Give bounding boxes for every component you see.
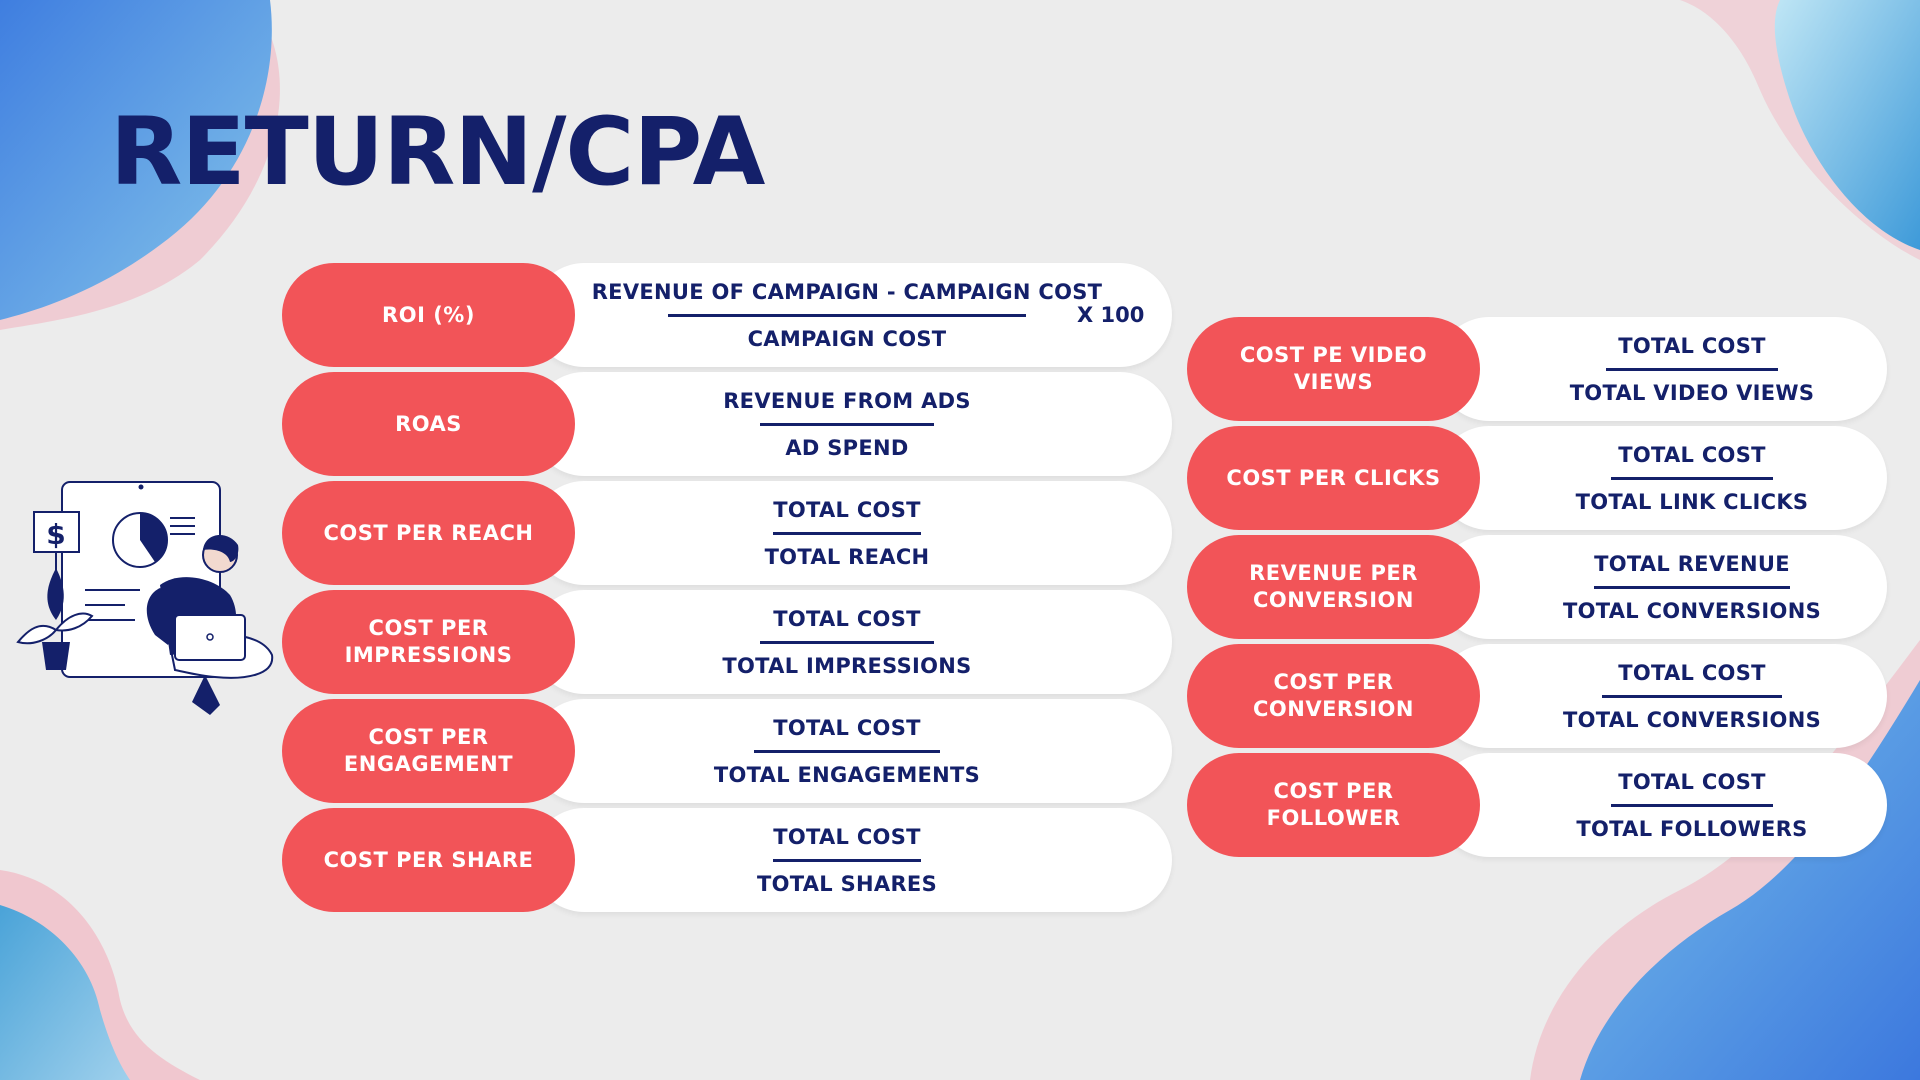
svg-text:$: $ bbox=[46, 518, 65, 551]
formula-denominator: CAMPAIGN COST bbox=[747, 326, 947, 351]
formula-numerator: TOTAL COST bbox=[1618, 442, 1766, 467]
formula-numerator: TOTAL REVENUE bbox=[1594, 551, 1790, 576]
right-metric-list: COST PE VIDEO VIEWS TOTAL COST TOTAL VIDEO… bbox=[1187, 317, 1887, 857]
metric-row-roi: ROI (%) REVENUE OF CAMPAIGN - CAMPAIGN CO… bbox=[282, 263, 1172, 367]
metric-label: COST PER FOLLOWER bbox=[1187, 753, 1480, 857]
formula-denominator: TOTAL IMPRESSIONS bbox=[722, 653, 972, 678]
fraction-bar bbox=[773, 531, 921, 535]
metric-label: ROI (%) bbox=[282, 263, 575, 367]
metric-row-revenue-per-conversion: REVENUE PER CONVERSION TOTAL REVENUE TOTAL… bbox=[1187, 535, 1887, 639]
formula-numerator: TOTAL COST bbox=[773, 715, 921, 740]
formula-denominator: TOTAL CONVERSIONS bbox=[1562, 598, 1821, 623]
formula-denominator: TOTAL LINK CLICKS bbox=[1575, 489, 1809, 514]
metric-label: COST PER IMPRESSIONS bbox=[282, 590, 575, 694]
formula-fraction: TOTAL COST TOTAL ENGAGEMENTS bbox=[577, 699, 1117, 803]
formula-fraction: TOTAL REVENUE TOTAL CONVERSIONS bbox=[1487, 535, 1897, 639]
fraction-bar bbox=[773, 858, 921, 862]
fraction-bar bbox=[668, 313, 1026, 317]
fraction-bar bbox=[1594, 585, 1790, 589]
fraction-bar bbox=[759, 640, 935, 644]
formula-numerator: TOTAL COST bbox=[1618, 660, 1766, 685]
metric-label: COST PER REACH bbox=[282, 481, 575, 585]
formula-fraction: REVENUE FROM ADS AD SPEND bbox=[577, 372, 1117, 476]
formula-denominator: TOTAL ENGAGEMENTS bbox=[713, 762, 981, 787]
formula-numerator: REVENUE OF CAMPAIGN - CAMPAIGN COST bbox=[591, 279, 1103, 304]
formula-numerator: TOTAL COST bbox=[1618, 333, 1766, 358]
formula-multiplier: X 100 bbox=[1077, 303, 1145, 327]
metric-label: REVENUE PER CONVERSION bbox=[1187, 535, 1480, 639]
metric-row-cost-per-engagement: COST PER ENGAGEMENT TOTAL COST TOTAL ENGAG… bbox=[282, 699, 1172, 803]
formula-fraction: TOTAL COST TOTAL CONVERSIONS bbox=[1487, 644, 1897, 748]
formula-fraction: TOTAL COST TOTAL REACH bbox=[577, 481, 1117, 585]
formula-numerator: REVENUE FROM ADS bbox=[723, 388, 971, 413]
fraction-bar bbox=[1606, 367, 1778, 371]
metric-row-cost-per-conversion: COST PER CONVERSION TOTAL COST TOTAL CONVE… bbox=[1187, 644, 1887, 748]
left-metric-list: ROI (%) REVENUE OF CAMPAIGN - CAMPAIGN CO… bbox=[282, 263, 1172, 913]
formula-fraction: TOTAL COST TOTAL SHARES bbox=[577, 808, 1117, 912]
formula-numerator: TOTAL COST bbox=[773, 606, 921, 631]
fraction-bar bbox=[753, 749, 941, 753]
formula-denominator: TOTAL VIDEO VIEWS bbox=[1569, 380, 1815, 405]
formula-denominator: TOTAL FOLLOWERS bbox=[1576, 816, 1808, 841]
formula-fraction: TOTAL COST TOTAL IMPRESSIONS bbox=[577, 590, 1117, 694]
metric-label: COST PER SHARE bbox=[282, 808, 575, 912]
formula-denominator: TOTAL CONVERSIONS bbox=[1562, 707, 1821, 732]
metric-label: COST PER CLICKS bbox=[1187, 426, 1480, 530]
fraction-bar bbox=[760, 422, 934, 426]
fraction-bar bbox=[1611, 803, 1773, 807]
page-title: RETURN/CPA bbox=[110, 98, 765, 207]
formula-denominator: AD SPEND bbox=[785, 435, 909, 460]
metric-row-cost-per-follower: COST PER FOLLOWER TOTAL COST TOTAL FOLLOWE… bbox=[1187, 753, 1887, 857]
metric-row-roas: ROAS REVENUE FROM ADS AD SPEND bbox=[282, 372, 1172, 476]
metric-label: COST PE VIDEO VIEWS bbox=[1187, 317, 1480, 421]
metric-label: COST PER ENGAGEMENT bbox=[282, 699, 575, 803]
formula-fraction: REVENUE OF CAMPAIGN - CAMPAIGN COST CAMPA… bbox=[577, 263, 1117, 367]
metric-row-cost-pe-video-views: COST PE VIDEO VIEWS TOTAL COST TOTAL VIDEO… bbox=[1187, 317, 1887, 421]
formula-denominator: TOTAL REACH bbox=[764, 544, 930, 569]
formula-denominator: TOTAL SHARES bbox=[756, 871, 937, 896]
metric-row-cost-per-clicks: COST PER CLICKS TOTAL COST TOTAL LINK CLIC… bbox=[1187, 426, 1887, 530]
fraction-bar bbox=[1610, 476, 1774, 480]
formula-fraction: TOTAL COST TOTAL LINK CLICKS bbox=[1487, 426, 1897, 530]
formula-numerator: TOTAL COST bbox=[1618, 769, 1766, 794]
formula-numerator: TOTAL COST bbox=[773, 497, 921, 522]
metric-row-cost-per-impressions: COST PER IMPRESSIONS TOTAL COST TOTAL IMPR… bbox=[282, 590, 1172, 694]
fraction-bar bbox=[1601, 694, 1783, 698]
formula-fraction: TOTAL COST TOTAL FOLLOWERS bbox=[1487, 753, 1897, 857]
metric-row-cost-per-share: COST PER SHARE TOTAL COST TOTAL SHARES bbox=[282, 808, 1172, 912]
formula-fraction: TOTAL COST TOTAL VIDEO VIEWS bbox=[1487, 317, 1897, 421]
metric-label: COST PER CONVERSION bbox=[1187, 644, 1480, 748]
person-laptop-illustration: $ bbox=[16, 481, 274, 715]
metric-row-cost-per-reach: COST PER REACH TOTAL COST TOTAL REACH bbox=[282, 481, 1172, 585]
metric-label: ROAS bbox=[282, 372, 575, 476]
formula-numerator: TOTAL COST bbox=[773, 824, 921, 849]
